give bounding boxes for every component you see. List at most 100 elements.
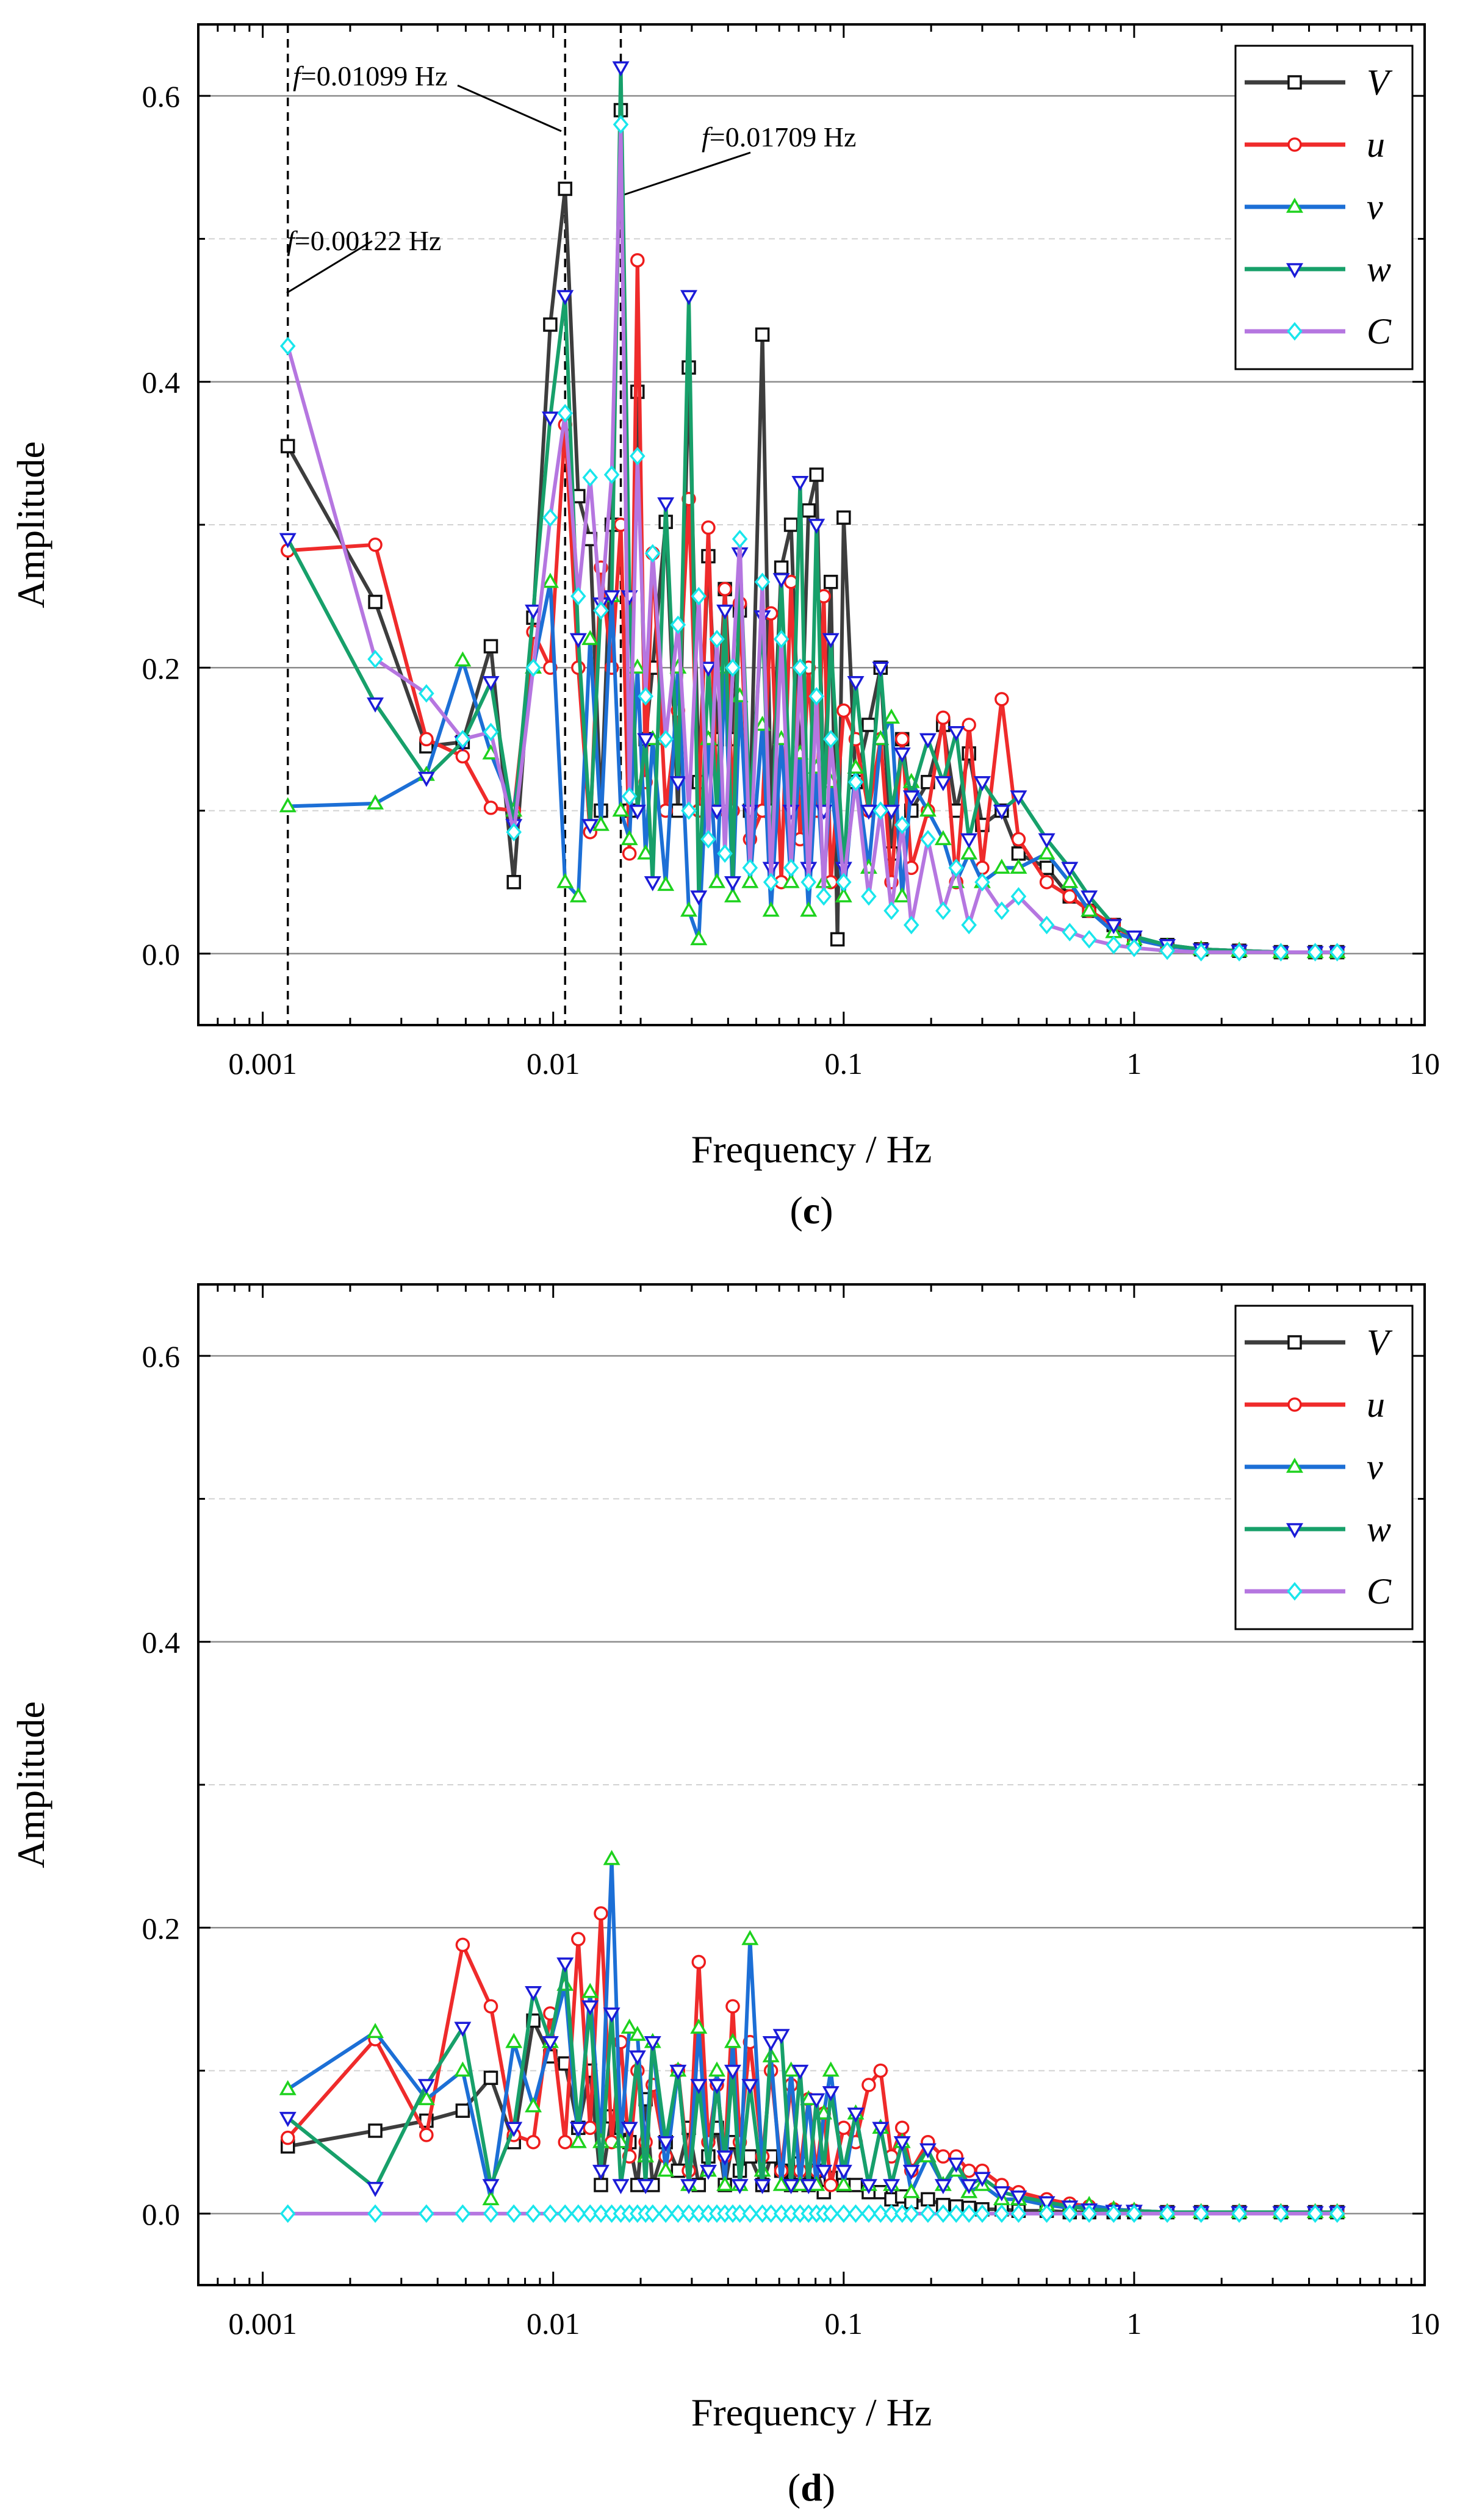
data-point-v — [822, 2061, 840, 2077]
data-point-C — [920, 2204, 936, 2223]
data-point-u — [280, 2130, 295, 2145]
data-point-w — [628, 2050, 646, 2066]
data-point-w — [699, 661, 717, 677]
data-point-C — [822, 730, 839, 749]
data-point-w — [1105, 919, 1123, 935]
data-point-v — [782, 873, 800, 888]
data-point-C — [709, 630, 725, 649]
data-point-w — [417, 771, 435, 787]
data-point-C — [903, 915, 919, 935]
data-point-w — [960, 2179, 978, 2195]
data-point-u — [455, 1937, 470, 1953]
data-point-C — [847, 2204, 864, 2223]
data-point-u — [836, 703, 851, 718]
data-point-C — [506, 823, 522, 841]
data-point-u — [691, 1954, 707, 1970]
data-point-C — [847, 772, 864, 791]
data-point-w — [902, 790, 920, 806]
data-point-V — [801, 503, 816, 518]
legend-label: u — [1367, 124, 1385, 165]
data-point-w — [847, 2108, 865, 2123]
data-point-w — [822, 2086, 840, 2101]
series-line-w — [286, 65, 1337, 954]
data-point-v — [902, 2183, 920, 2198]
data-point-v — [724, 887, 741, 902]
legend-marker — [1286, 1523, 1303, 1539]
data-point-v — [592, 815, 610, 831]
annotation-label: f=0.01709 Hz — [702, 121, 856, 153]
data-point-C — [603, 465, 620, 484]
x-tick-label: 0.1 — [825, 1046, 863, 1081]
data-point-w — [637, 733, 655, 749]
x-axis: 0.001 0.01 0.1 1 10 — [197, 1284, 1440, 2341]
data-point-C — [670, 2204, 686, 2223]
data-point-v — [581, 1982, 599, 1998]
y-axis-title: Amplitude — [9, 1701, 52, 1868]
data-point-v — [993, 859, 1010, 874]
data-point-C — [822, 2204, 839, 2223]
data-point-w — [883, 2179, 901, 2195]
data-point-u — [701, 520, 716, 535]
legend-label: C — [1367, 1571, 1392, 1611]
annotation-leader — [286, 240, 373, 294]
data-point-w — [569, 2122, 587, 2137]
y-tick-label: 0.6 — [142, 1339, 181, 1373]
data-point-v — [708, 2061, 725, 2077]
data-point-V — [1011, 846, 1026, 861]
data-point-v — [919, 801, 937, 817]
data-point-C — [644, 544, 661, 563]
series-C — [279, 2204, 1345, 2223]
data-point-w — [847, 675, 865, 691]
data-point-V — [755, 327, 770, 342]
legend-label: v — [1367, 1447, 1383, 1487]
data-point-v — [680, 901, 697, 917]
data-point-u — [894, 732, 910, 747]
data-point-w — [762, 2036, 780, 2051]
legend-marker — [1287, 137, 1302, 152]
data-point-v — [657, 876, 675, 891]
data-point-w — [505, 2122, 523, 2137]
data-point-u — [861, 2078, 876, 2092]
data-point-C — [658, 730, 674, 749]
data-point-v — [1061, 873, 1079, 888]
panel-label: (d) — [788, 2466, 835, 2509]
data-point-w — [612, 61, 630, 77]
series-v — [279, 1849, 1346, 2219]
data-point-w — [753, 2179, 771, 2195]
legend-item-v: v — [1245, 187, 1383, 227]
annotation-label: f=0.01099 Hz — [293, 60, 447, 92]
data-point-u — [725, 1999, 740, 2014]
data-point-C — [883, 901, 899, 920]
data-point-v — [505, 2032, 523, 2048]
data-point-v — [741, 873, 759, 888]
data-point-v — [708, 873, 725, 888]
data-point-w — [993, 2186, 1010, 2201]
data-point-w — [699, 2164, 717, 2180]
data-point-C — [630, 447, 646, 466]
data-point-w — [279, 2112, 297, 2127]
data-point-C — [994, 901, 1010, 920]
data-point-C — [1106, 935, 1122, 955]
data-point-v — [620, 2018, 638, 2034]
data-point-C — [1329, 2204, 1345, 2223]
data-point-w — [669, 2064, 687, 2080]
panel-label-open: ( — [789, 1189, 802, 1232]
data-point-w — [835, 2164, 852, 2180]
data-point-v — [367, 2023, 384, 2039]
data-point-w — [860, 804, 877, 820]
data-point-w — [822, 633, 840, 649]
data-point-u — [526, 2134, 541, 2150]
data-point-C — [483, 2204, 499, 2223]
data-point-w — [872, 661, 890, 677]
data-point-V — [483, 639, 498, 653]
data-point-w — [772, 2029, 790, 2045]
data-point-V — [861, 718, 876, 732]
panel-label-close: ) — [822, 2466, 835, 2509]
data-point-V — [743, 2149, 758, 2164]
data-point-v — [872, 730, 890, 746]
y-axis: 0.0 0.2 0.4 0.6 — [142, 79, 1425, 971]
data-point-C — [525, 2204, 541, 2223]
data-point-w — [708, 2079, 725, 2095]
data-point-V — [506, 874, 521, 890]
